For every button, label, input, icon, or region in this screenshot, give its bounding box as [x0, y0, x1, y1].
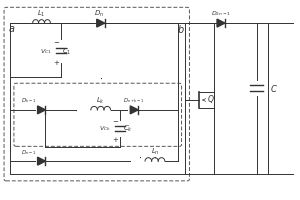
- Text: $L_k$: $L_k$: [96, 96, 105, 106]
- Text: $D_{k-1}$: $D_{k-1}$: [21, 97, 36, 105]
- Text: $\cdot$: $\cdot$: [74, 105, 78, 115]
- Polygon shape: [97, 19, 105, 27]
- Text: $a$: $a$: [8, 24, 16, 34]
- Text: $C$: $C$: [270, 83, 278, 94]
- Text: $+$: $+$: [112, 135, 119, 144]
- Text: $L_n$: $L_n$: [151, 147, 159, 157]
- Text: $V_{C1}$: $V_{C1}$: [40, 47, 51, 56]
- Polygon shape: [130, 106, 138, 114]
- Text: $L_1$: $L_1$: [37, 9, 46, 19]
- Text: $C_k$: $C_k$: [123, 123, 133, 134]
- Polygon shape: [217, 19, 225, 27]
- Text: $\cdot$: $\cdot$: [99, 73, 103, 83]
- Text: $-$: $-$: [53, 38, 60, 44]
- Text: $\cdot$: $\cdot$: [153, 152, 157, 162]
- Polygon shape: [38, 106, 46, 114]
- Text: $D_{2n-1}$: $D_{2n-1}$: [211, 9, 231, 18]
- Polygon shape: [38, 157, 46, 165]
- Text: $D_{n+k-1}$: $D_{n+k-1}$: [123, 97, 145, 105]
- Text: $C_1$: $C_1$: [62, 47, 72, 57]
- Text: $b$: $b$: [177, 23, 184, 35]
- Text: $V_{Ck}$: $V_{Ck}$: [99, 124, 111, 133]
- Text: $\cdot$: $\cdot$: [138, 152, 142, 162]
- Text: $D_n$: $D_n$: [94, 9, 104, 19]
- Text: $+$: $+$: [53, 58, 60, 67]
- Text: $Q$: $Q$: [207, 93, 215, 105]
- Text: $D_{n-1}$: $D_{n-1}$: [21, 148, 37, 157]
- Text: $-$: $-$: [112, 117, 119, 123]
